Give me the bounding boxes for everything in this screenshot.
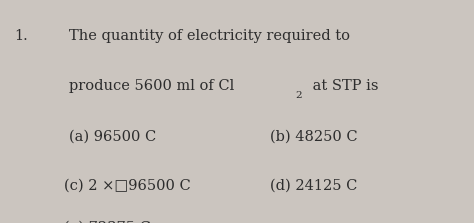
Text: (a) 96500 C: (a) 96500 C (69, 129, 156, 143)
Text: 1.: 1. (14, 29, 28, 43)
Text: at STP is: at STP is (308, 79, 378, 93)
Text: The quantity of electricity required to: The quantity of electricity required to (69, 29, 350, 43)
Text: (e) 72375 C: (e) 72375 C (64, 221, 151, 223)
Text: (b) 48250 C: (b) 48250 C (270, 129, 358, 143)
Text: 2: 2 (295, 91, 301, 100)
Text: (d) 24125 C: (d) 24125 C (270, 178, 357, 192)
Text: (c) 2 ×□96500 C: (c) 2 ×□96500 C (64, 178, 191, 192)
Text: produce 5600 ml of Cl: produce 5600 ml of Cl (69, 79, 234, 93)
